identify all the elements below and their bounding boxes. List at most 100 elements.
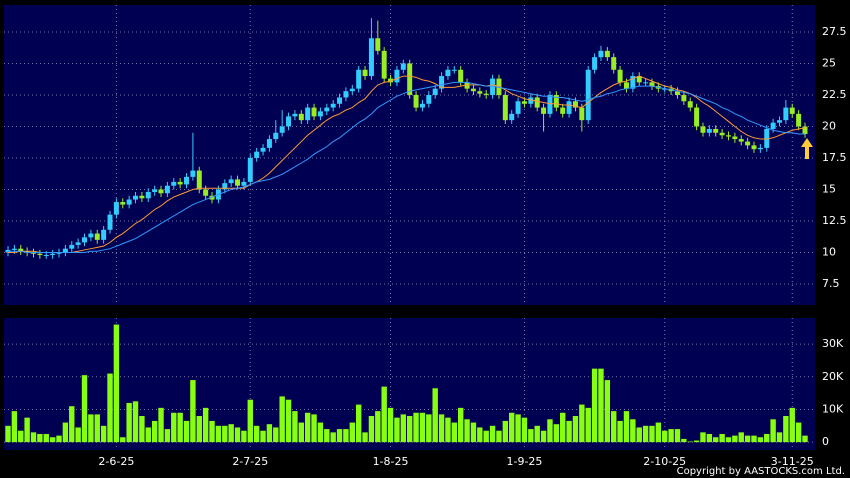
volume-bar <box>171 412 177 443</box>
candle-body <box>528 97 534 104</box>
candle-body <box>171 181 177 186</box>
candle-body <box>636 76 642 83</box>
volume-bar <box>113 324 120 443</box>
volume-bar <box>706 433 713 443</box>
candle-body <box>617 69 623 83</box>
volume-bar <box>164 429 171 443</box>
volume-bar <box>49 437 56 443</box>
volume-bar <box>642 425 649 443</box>
candle-body <box>292 113 298 117</box>
candle-body <box>796 113 802 127</box>
y-tick-label: 20 <box>822 119 836 132</box>
candle-body <box>139 195 145 199</box>
volume-bar <box>509 412 515 443</box>
arrow-icon <box>801 138 813 159</box>
volume-bar <box>228 424 234 443</box>
candle-body <box>56 252 62 254</box>
candle-body <box>770 122 776 129</box>
volume-bar <box>107 373 113 443</box>
volume-bar <box>196 416 202 443</box>
candle-body <box>738 139 744 142</box>
candle-body <box>579 107 585 121</box>
candle-body <box>623 82 629 89</box>
volume-bar <box>649 425 655 443</box>
volume-bar <box>795 422 802 443</box>
volume-bar <box>183 420 190 443</box>
volume-bar <box>426 414 432 443</box>
candle-body <box>228 179 234 184</box>
candle-body <box>88 233 94 238</box>
volume-bar <box>489 425 496 443</box>
volume-bar <box>222 425 228 443</box>
candle-body <box>757 147 763 150</box>
volume-bar <box>783 416 789 443</box>
volume-bar <box>394 417 400 443</box>
candle-body <box>789 107 795 114</box>
volume-bar <box>451 422 458 443</box>
candle-body <box>75 242 81 245</box>
candle-body <box>572 101 578 108</box>
candle-body <box>477 91 483 94</box>
candle-body <box>451 69 457 71</box>
volume-bar <box>69 406 75 443</box>
volume-bar <box>406 416 413 443</box>
candle-body <box>700 126 706 133</box>
candle-body <box>196 170 202 190</box>
volume-bar <box>585 407 591 443</box>
candle-body <box>50 253 56 255</box>
volume-bar <box>324 429 330 443</box>
candle-body <box>145 191 151 199</box>
candle-body <box>458 69 464 83</box>
volume-bar <box>521 417 528 443</box>
volume-bar <box>5 425 11 443</box>
volume-bar <box>744 435 751 443</box>
y-tick-label: 20K <box>822 370 844 383</box>
volume-bar <box>432 388 438 443</box>
volume-bar <box>62 422 69 443</box>
volume-bar <box>202 407 209 443</box>
candle-body <box>783 107 789 121</box>
volume-bar <box>560 412 566 443</box>
candle-body <box>177 181 183 185</box>
candle-body <box>375 38 381 51</box>
volume-bar <box>56 435 62 443</box>
x-tick-label: 1-8-25 <box>373 455 409 468</box>
volume-bar <box>591 368 598 443</box>
candle-body <box>649 82 655 87</box>
volume-bar <box>776 432 783 443</box>
volume-bar <box>100 425 107 443</box>
candle-body <box>713 128 719 133</box>
volume-bar <box>802 435 808 443</box>
volume-bar <box>598 368 604 443</box>
candle-body <box>203 189 209 196</box>
candle-body <box>541 107 547 114</box>
volume-bar <box>457 407 464 443</box>
volume-bar <box>604 380 611 443</box>
x-tick-label: 2-6-25 <box>98 455 134 468</box>
candle-body <box>247 157 253 182</box>
volume-bar <box>655 422 662 443</box>
candle-body <box>107 214 113 230</box>
volume-bar <box>241 430 247 443</box>
candle-body <box>560 107 566 114</box>
candle-body <box>164 185 170 194</box>
candle-body <box>11 248 17 250</box>
candle-body <box>381 50 387 79</box>
volume-bar <box>209 420 215 443</box>
volume-bar <box>623 411 630 443</box>
candle-body <box>776 120 782 123</box>
volume-bar <box>693 440 700 443</box>
candle-body <box>534 97 540 108</box>
volume-bar <box>674 429 681 443</box>
volume-bar <box>375 411 381 443</box>
candle-body <box>298 113 304 121</box>
candle-body <box>94 233 100 240</box>
candle-body <box>62 248 68 253</box>
candle-body <box>241 181 247 186</box>
y-tick-label: 30K <box>822 337 844 350</box>
volume-bar <box>381 386 387 443</box>
volume-bar <box>298 422 304 443</box>
candle-body <box>470 88 476 92</box>
candle-body <box>388 78 394 83</box>
volume-bar <box>617 420 623 443</box>
